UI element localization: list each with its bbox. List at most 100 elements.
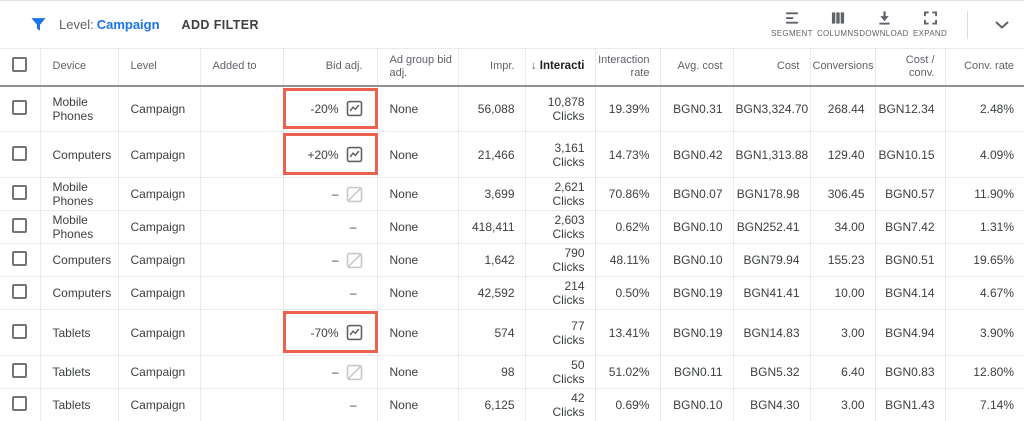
row-checkbox[interactable] <box>12 185 28 200</box>
col-header-conversions[interactable]: Conversions <box>810 48 876 87</box>
line-chart-icon[interactable] <box>346 146 363 163</box>
ad-group-bid-adj-cell: None <box>377 177 459 211</box>
col-header-avg-cost[interactable]: Avg. cost <box>660 48 734 87</box>
collapse-panel-button[interactable] <box>980 15 1024 35</box>
bid-adj-value: – <box>349 286 357 300</box>
col-header-ad-group-bid-adj[interactable]: Ad group bid adj. <box>377 48 459 87</box>
avg-cost-cell: BGN0.10 <box>660 388 734 421</box>
bid-adj-cell[interactable]: – <box>283 210 378 244</box>
col-header-level[interactable]: Level <box>118 48 201 87</box>
interactions-cell: 214 Clicks <box>525 276 596 310</box>
conv-rate-cell: 11.90% <box>945 177 1024 211</box>
table-row: Mobile Phones Campaign – None 3,699 2,62… <box>0 177 1024 211</box>
conversions-cell: 3.00 <box>810 309 876 356</box>
interactions-value: 2,603 <box>554 213 585 227</box>
row-checkbox[interactable] <box>12 251 28 266</box>
bid-adj-cell[interactable]: -20% <box>282 85 378 132</box>
ad-group-bid-adj-cell: None <box>377 85 459 132</box>
download-button[interactable]: DOWNLOAD <box>859 7 909 42</box>
col-header-added-to[interactable]: Added to <box>200 48 284 87</box>
added-to-cell <box>200 309 284 356</box>
col-header-interaction-rate[interactable]: Interaction rate <box>595 48 661 87</box>
interactions-unit: Clicks <box>552 372 585 386</box>
device-cell: Mobile Phones <box>40 177 119 211</box>
avg-cost-cell: BGN0.31 <box>660 85 734 132</box>
interactions-cell: 2,621 Clicks <box>525 177 596 211</box>
device-cell: Computers <box>40 131 119 178</box>
avg-cost-cell: BGN0.19 <box>660 276 734 310</box>
added-to-cell <box>200 243 284 277</box>
col-header-cost-per-conv[interactable]: Cost / conv. <box>875 48 946 87</box>
row-checkbox[interactable] <box>12 284 28 299</box>
device-cell: Computers <box>40 276 119 310</box>
row-checkbox[interactable] <box>12 323 28 339</box>
row-checkbox[interactable] <box>12 218 28 233</box>
line-chart-disabled-icon <box>346 252 363 269</box>
cost-per-conv-cell: BGN7.42 <box>875 210 946 244</box>
interactions-cell: 42 Clicks <box>525 388 596 421</box>
col-header-conv-rate[interactable]: Conv. rate <box>945 48 1024 87</box>
cost-cell: BGN252.41 <box>733 210 811 244</box>
segment-button[interactable]: SEGMENT <box>769 7 815 42</box>
level-cell: Campaign <box>118 131 201 178</box>
download-label: DOWNLOAD <box>859 29 909 38</box>
interactions-value: 214 <box>564 279 585 293</box>
table-row: Mobile Phones Campaign – None 418,411 2,… <box>0 210 1024 244</box>
conv-rate-cell: 2.48% <box>945 85 1024 132</box>
conv-rate-cell: 3.90% <box>945 309 1024 356</box>
avg-cost-cell: BGN0.42 <box>660 131 734 178</box>
ad-group-bid-adj-cell: None <box>377 388 459 421</box>
line-chart-icon[interactable] <box>346 324 363 341</box>
row-checkbox[interactable] <box>12 145 28 161</box>
interaction-rate-cell: 48.11% <box>595 243 661 277</box>
interaction-rate-cell: 0.62% <box>595 210 661 244</box>
interactions-value: 790 <box>564 246 585 260</box>
cost-cell: BGN5.32 <box>733 355 811 389</box>
line-chart-disabled-icon <box>346 364 363 381</box>
row-checkbox-cell <box>0 131 41 178</box>
conversions-cell: 10.00 <box>810 276 876 310</box>
row-checkbox-cell <box>0 210 41 244</box>
expand-button[interactable]: EXPAND <box>907 7 953 42</box>
conversions-cell: 129.40 <box>810 131 876 178</box>
cost-cell: BGN3,324.70 <box>733 85 811 132</box>
impr-cell: 418,411 <box>458 210 526 244</box>
bid-adj-cell[interactable]: – <box>283 243 378 277</box>
bid-adj-cell[interactable]: – <box>283 276 378 310</box>
conversions-cell: 155.23 <box>810 243 876 277</box>
col-header-impr[interactable]: Impr. <box>458 48 526 87</box>
row-checkbox[interactable] <box>12 363 28 378</box>
line-chart-icon[interactable] <box>346 100 363 117</box>
col-header-cost[interactable]: Cost <box>733 48 811 87</box>
filter-funnel-icon[interactable] <box>30 16 47 33</box>
filter-level-chip[interactable]: Level: Campaign <box>59 17 160 32</box>
interaction-rate-cell: 51.02% <box>595 355 661 389</box>
interactions-unit: Clicks <box>552 194 585 208</box>
col-header-bid-adj[interactable]: Bid adj. <box>283 48 378 87</box>
select-all-checkbox[interactable] <box>12 57 28 73</box>
add-filter-button[interactable]: ADD FILTER <box>181 17 259 32</box>
filter-level-label: Level: <box>59 17 94 32</box>
conversions-cell: 6.40 <box>810 355 876 389</box>
row-checkbox[interactable] <box>12 396 28 411</box>
col-header-device[interactable]: Device <box>40 48 119 87</box>
conv-rate-cell: 12.80% <box>945 355 1024 389</box>
col-header-interactions[interactable]: ↓ Interacti <box>525 48 596 87</box>
row-checkbox-cell <box>0 243 41 277</box>
interactions-value: 2,621 <box>554 180 585 194</box>
bid-adj-cell[interactable]: – <box>283 355 378 389</box>
segment-icon <box>785 12 798 24</box>
bid-adj-cell[interactable]: – <box>283 177 378 211</box>
conversions-cell: 268.44 <box>810 85 876 132</box>
columns-button[interactable]: COLUMNS <box>815 7 861 42</box>
bid-adj-cell[interactable]: +20% <box>282 131 378 178</box>
row-checkbox-cell <box>0 276 41 310</box>
interactions-unit: Clicks <box>552 154 585 169</box>
bid-adj-cell[interactable]: -70% <box>282 309 378 356</box>
cost-per-conv-cell: BGN12.34 <box>875 85 946 132</box>
added-to-cell <box>200 131 284 178</box>
bid-adj-cell[interactable]: – <box>283 388 378 421</box>
filter-level-value: Campaign <box>96 17 160 32</box>
conv-rate-cell: 7.14% <box>945 388 1024 421</box>
row-checkbox[interactable] <box>12 99 28 115</box>
